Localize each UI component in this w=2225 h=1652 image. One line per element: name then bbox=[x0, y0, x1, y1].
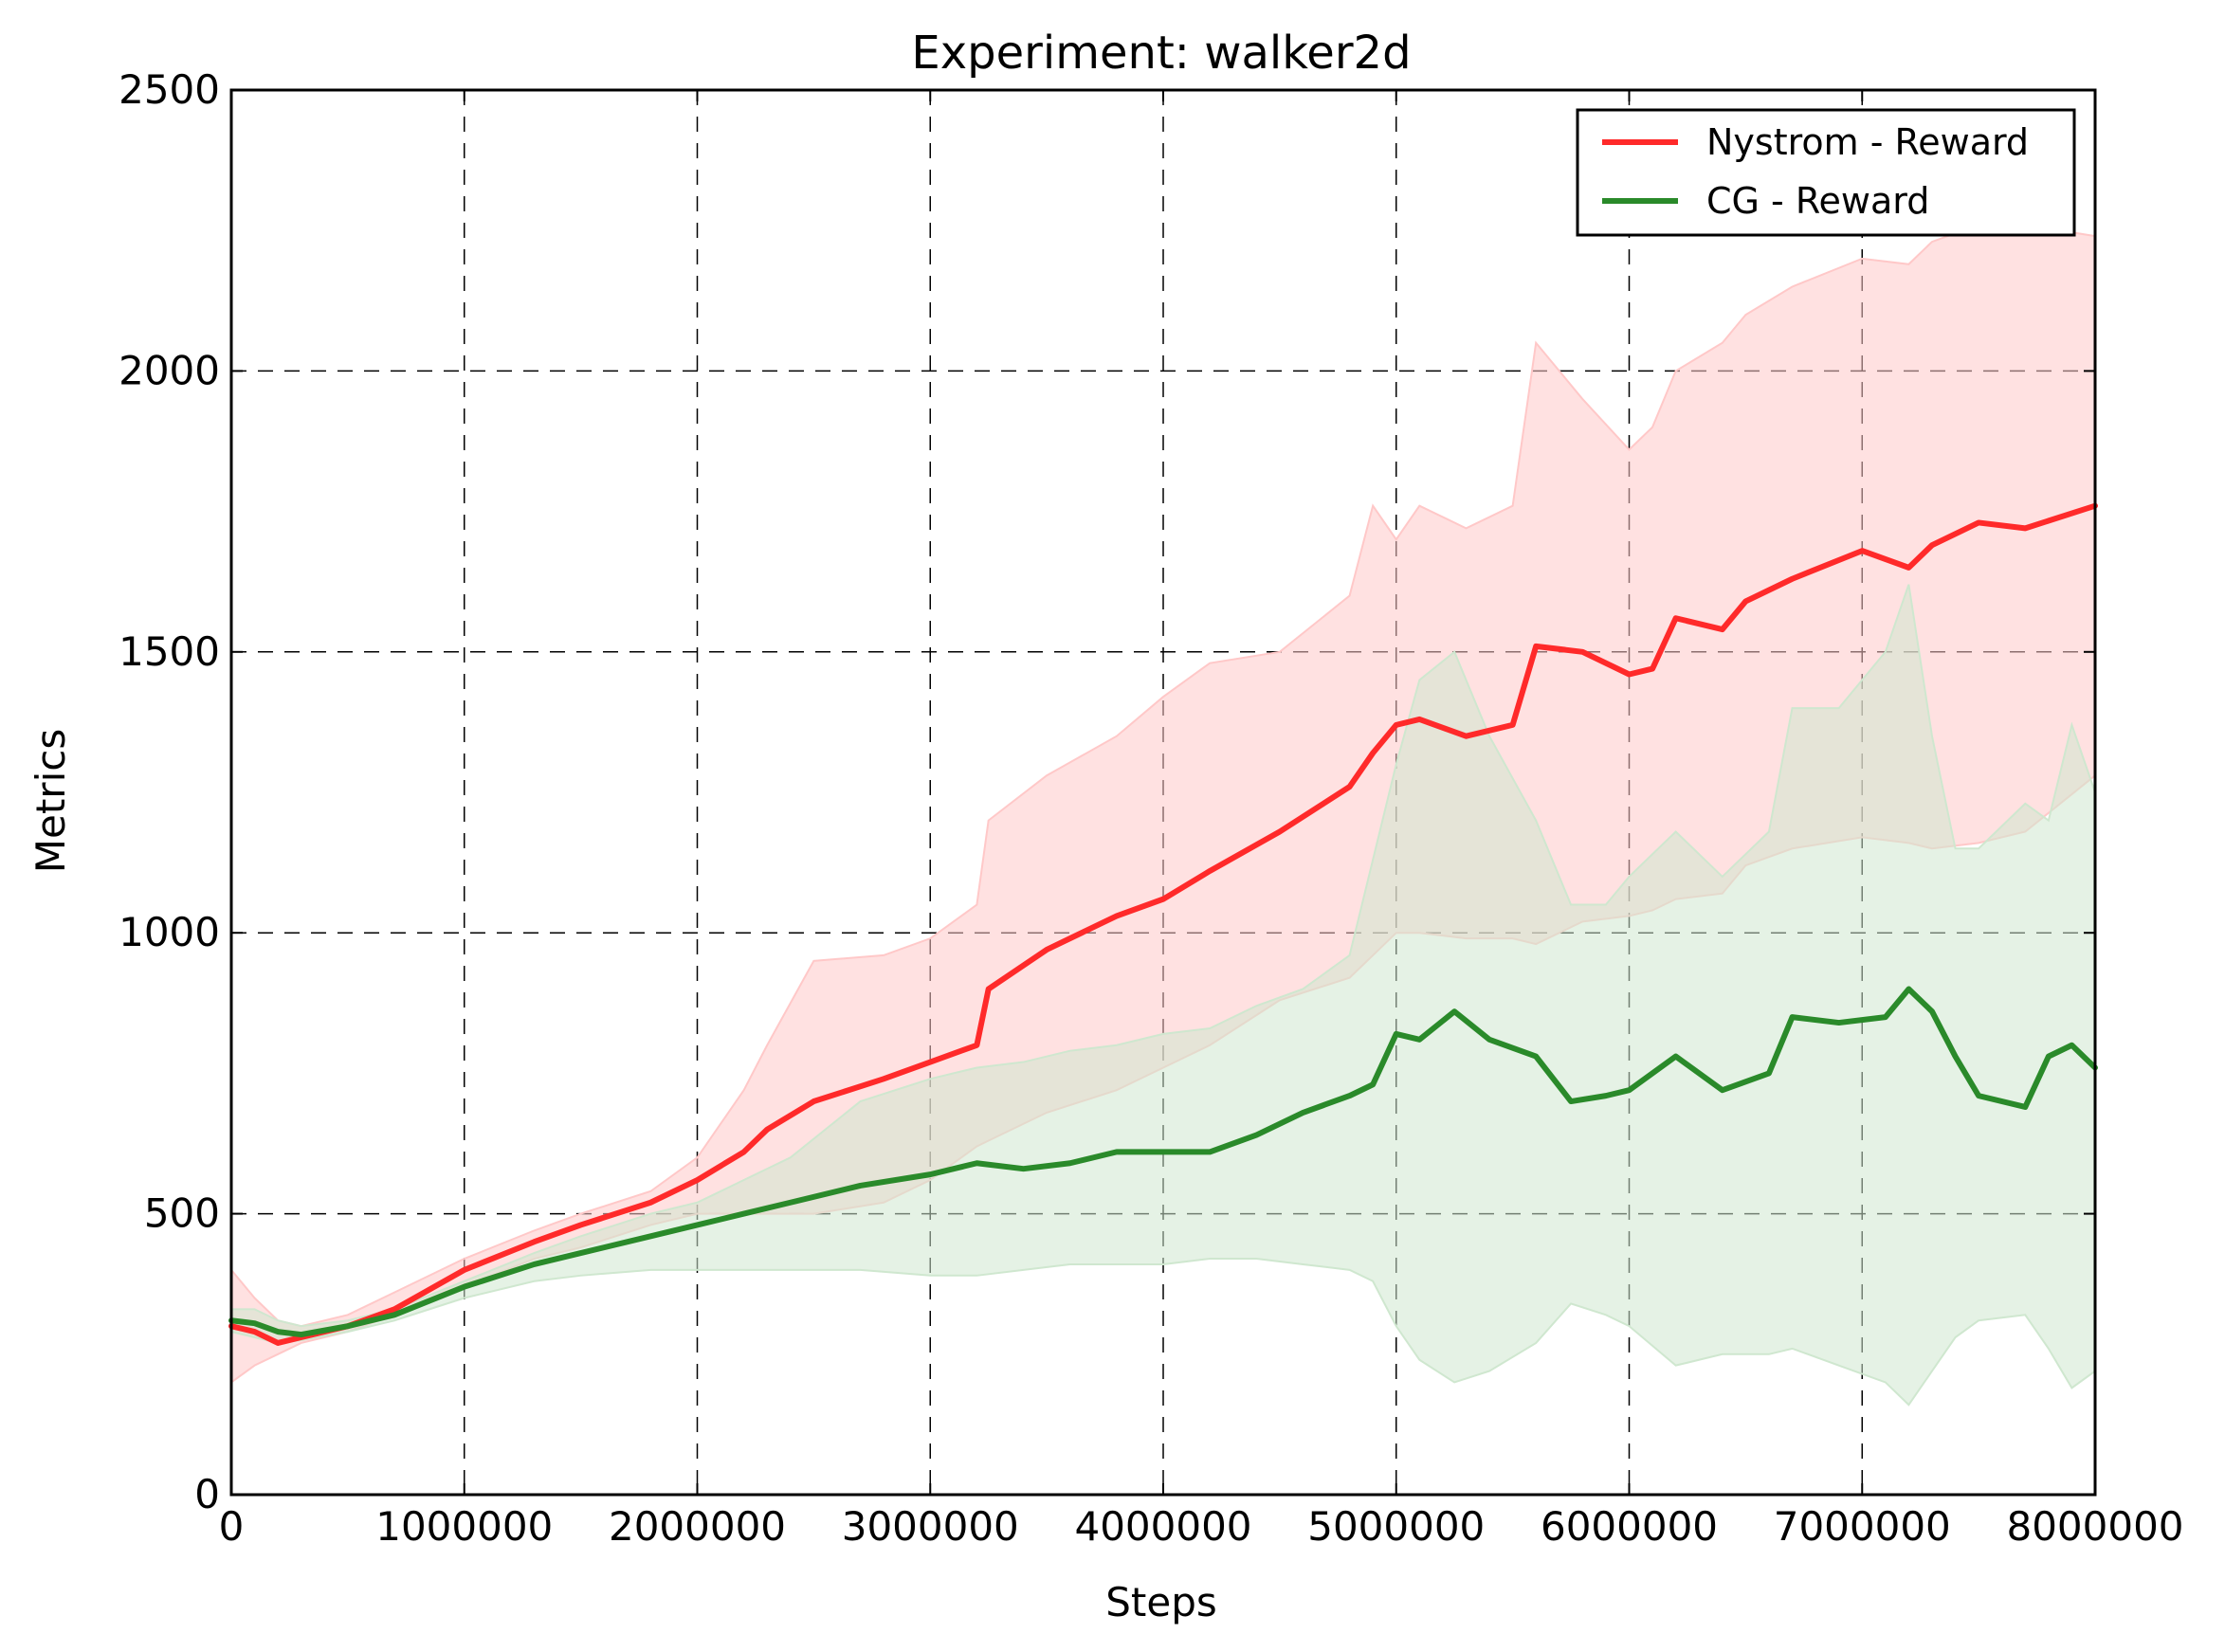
axis-ticks: 0 1000000 2000000 3000000 4000000 5000000 6000… bbox=[119, 66, 2183, 1550]
y-tick-label-4: 2000 bbox=[119, 347, 220, 393]
x-tick-label-8: 8000000 bbox=[2006, 1503, 2183, 1550]
x-tick-label-2: 2000000 bbox=[609, 1503, 786, 1550]
series-lines bbox=[228, 502, 2098, 1346]
x-axis-label: Steps bbox=[1105, 1579, 1217, 1625]
x-tick-label-6: 6000000 bbox=[1541, 1503, 1718, 1550]
legend-label-nystrom: Nystrom - Reward bbox=[1706, 121, 2029, 163]
y-tick-label-2: 1000 bbox=[119, 909, 220, 955]
x-tick-label-1: 1000000 bbox=[375, 1503, 553, 1550]
y-axis-label: Metrics bbox=[27, 729, 74, 873]
series-line-0 bbox=[228, 502, 2098, 1346]
x-tick-label-5: 5000000 bbox=[1307, 1503, 1485, 1550]
y-tick-label-5: 2500 bbox=[119, 66, 220, 113]
y-tick-label-1: 500 bbox=[144, 1190, 220, 1237]
legend-label-cg: CG - Reward bbox=[1706, 180, 1929, 222]
x-tick-label-4: 4000000 bbox=[1074, 1503, 1251, 1550]
legend-box bbox=[1576, 108, 2076, 237]
series-line-1 bbox=[228, 986, 2098, 1338]
x-tick-label-3: 3000000 bbox=[842, 1503, 1019, 1550]
x-tick-label-7: 7000000 bbox=[1774, 1503, 1951, 1550]
x-tick-label-0: 0 bbox=[219, 1503, 245, 1550]
legend: Nystrom - Reward CG - Reward bbox=[1576, 108, 2076, 237]
y-tick-label-3: 1500 bbox=[119, 628, 220, 675]
y-tick-label-0: 0 bbox=[194, 1471, 220, 1517]
chart-title: Experiment: walker2d bbox=[911, 27, 1411, 80]
